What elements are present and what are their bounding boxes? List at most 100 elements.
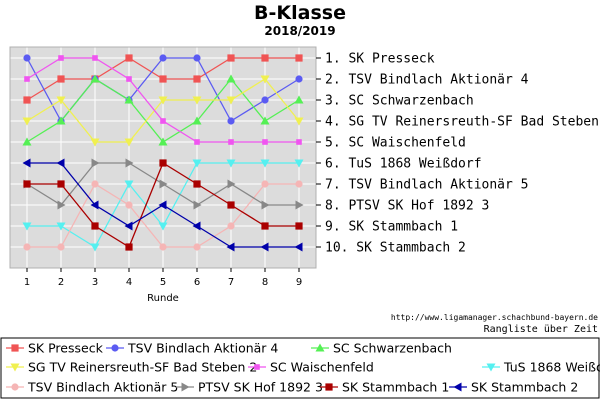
data-point [58,55,64,61]
data-point [158,222,168,231]
data-point [227,179,236,189]
data-point [124,138,134,147]
legend-marker [254,364,260,370]
data-point [125,54,133,62]
x-tick-label: 8 [262,277,268,288]
data-point [294,159,304,168]
data-point [295,75,303,83]
data-point [90,243,100,252]
data-point [260,116,270,125]
data-point [226,74,236,83]
rank-label: 8. PTSV SK Hof 1892 3 [325,199,489,214]
legend-marker [11,383,19,391]
legend-label: SG TV Reinersreuth-SF Bad Steben 2 [28,360,257,375]
legend-marker [315,343,325,352]
data-point [262,139,268,145]
data-point [125,158,134,168]
data-point [22,158,31,168]
legend-label: SK Stammbach 2 [471,380,578,395]
legend-label: SC Schwarzenbach [333,341,452,356]
legend-item: PTSV SK Hof 1892 3 [176,380,323,395]
data-point [57,243,65,251]
source-url: http://www.ligamanager.schachbund-bayern… [391,313,598,322]
data-point [90,200,99,210]
data-point [22,222,32,231]
legend-item: SC Waischenfeld [248,360,374,375]
series-sc-schwarzenbach [22,74,304,146]
data-point [193,180,201,188]
data-point [159,75,167,83]
legend-item: SK Stammbach 1 [320,380,449,395]
legend-marker [10,363,20,372]
legend-item: SC Schwarzenbach [311,341,452,356]
data-point [23,180,31,188]
data-point [193,75,201,83]
x-tick-label: 1 [24,277,30,288]
legend-label: PTSV SK Hof 1892 3 [198,380,323,395]
data-point [56,116,66,125]
data-point [92,55,98,61]
data-point [260,159,270,168]
x-tick-label: 3 [92,277,98,288]
data-point [261,180,269,188]
data-point [227,201,235,209]
rank-label: 2. TSV Bindlach Aktionär 4 [325,73,529,88]
legend-marker [11,344,19,352]
rank-label: 4. SG TV Reinersreuth-SF Bad Steben 2 [325,115,600,130]
rank-label: 1. SK Presseck [325,52,435,67]
rank-label: 3. SC Schwarzenbach [325,94,474,109]
legend-marker [453,382,462,392]
rank-label: 10. SK Stammbach 2 [325,241,466,256]
data-point [125,243,133,251]
data-point [261,96,269,104]
data-point [227,54,235,62]
legend-item: TSV Bindlach Aktionär 5 [6,380,178,395]
data-point [192,221,201,231]
data-point [158,96,168,105]
data-point [261,200,270,210]
data-point [193,54,201,62]
data-point [56,96,66,105]
data-point [56,158,65,168]
data-point [227,117,235,125]
legend-item: SG TV Reinersreuth-SF Bad Steben 2 [6,360,257,375]
data-point [192,116,202,125]
rank-label: 7. TSV Bindlach Aktionär 5 [325,178,529,193]
x-tick-label: 2 [58,277,64,288]
rank-label: 9. SK Stammbach 1 [325,220,458,235]
data-point [23,96,31,104]
data-point [22,137,32,146]
series-tus-1868-wei-dorf [22,159,304,252]
legend-item: TuS 1868 Weißdorf [482,360,600,375]
legend-marker [486,363,496,372]
data-point [295,200,304,210]
legend-label: TuS 1868 Weißdorf [503,360,600,375]
chart-caption: Rangliste über Zeit [484,324,598,335]
data-point [158,200,167,210]
data-point [124,221,133,231]
data-point [294,117,304,126]
legend-label: SC Waischenfeld [270,360,374,375]
legend-label: SK Presseck [28,341,104,356]
series-sc-waischenfeld [24,55,302,145]
data-point [159,54,167,62]
data-point [261,222,269,230]
data-point [90,138,100,147]
data-point [296,139,302,145]
data-point [57,200,66,210]
data-point [159,159,167,167]
data-point [227,222,235,230]
rank-label: 5. SC Waischenfeld [325,136,466,151]
plot-area: 1 2 3 4 5 6 7 8 9 1. SK Presseck 2. TSV Bindlach A… [9,46,600,288]
data-point [295,180,303,188]
data-point [228,139,234,145]
data-point [56,222,66,231]
series-sk-presseck [23,54,303,104]
data-point [192,96,202,105]
rank-label: 6. TuS 1868 Weißdorf [325,157,482,172]
data-point [192,159,202,168]
data-point [125,201,133,209]
data-point [261,54,269,62]
data-point [23,243,31,251]
